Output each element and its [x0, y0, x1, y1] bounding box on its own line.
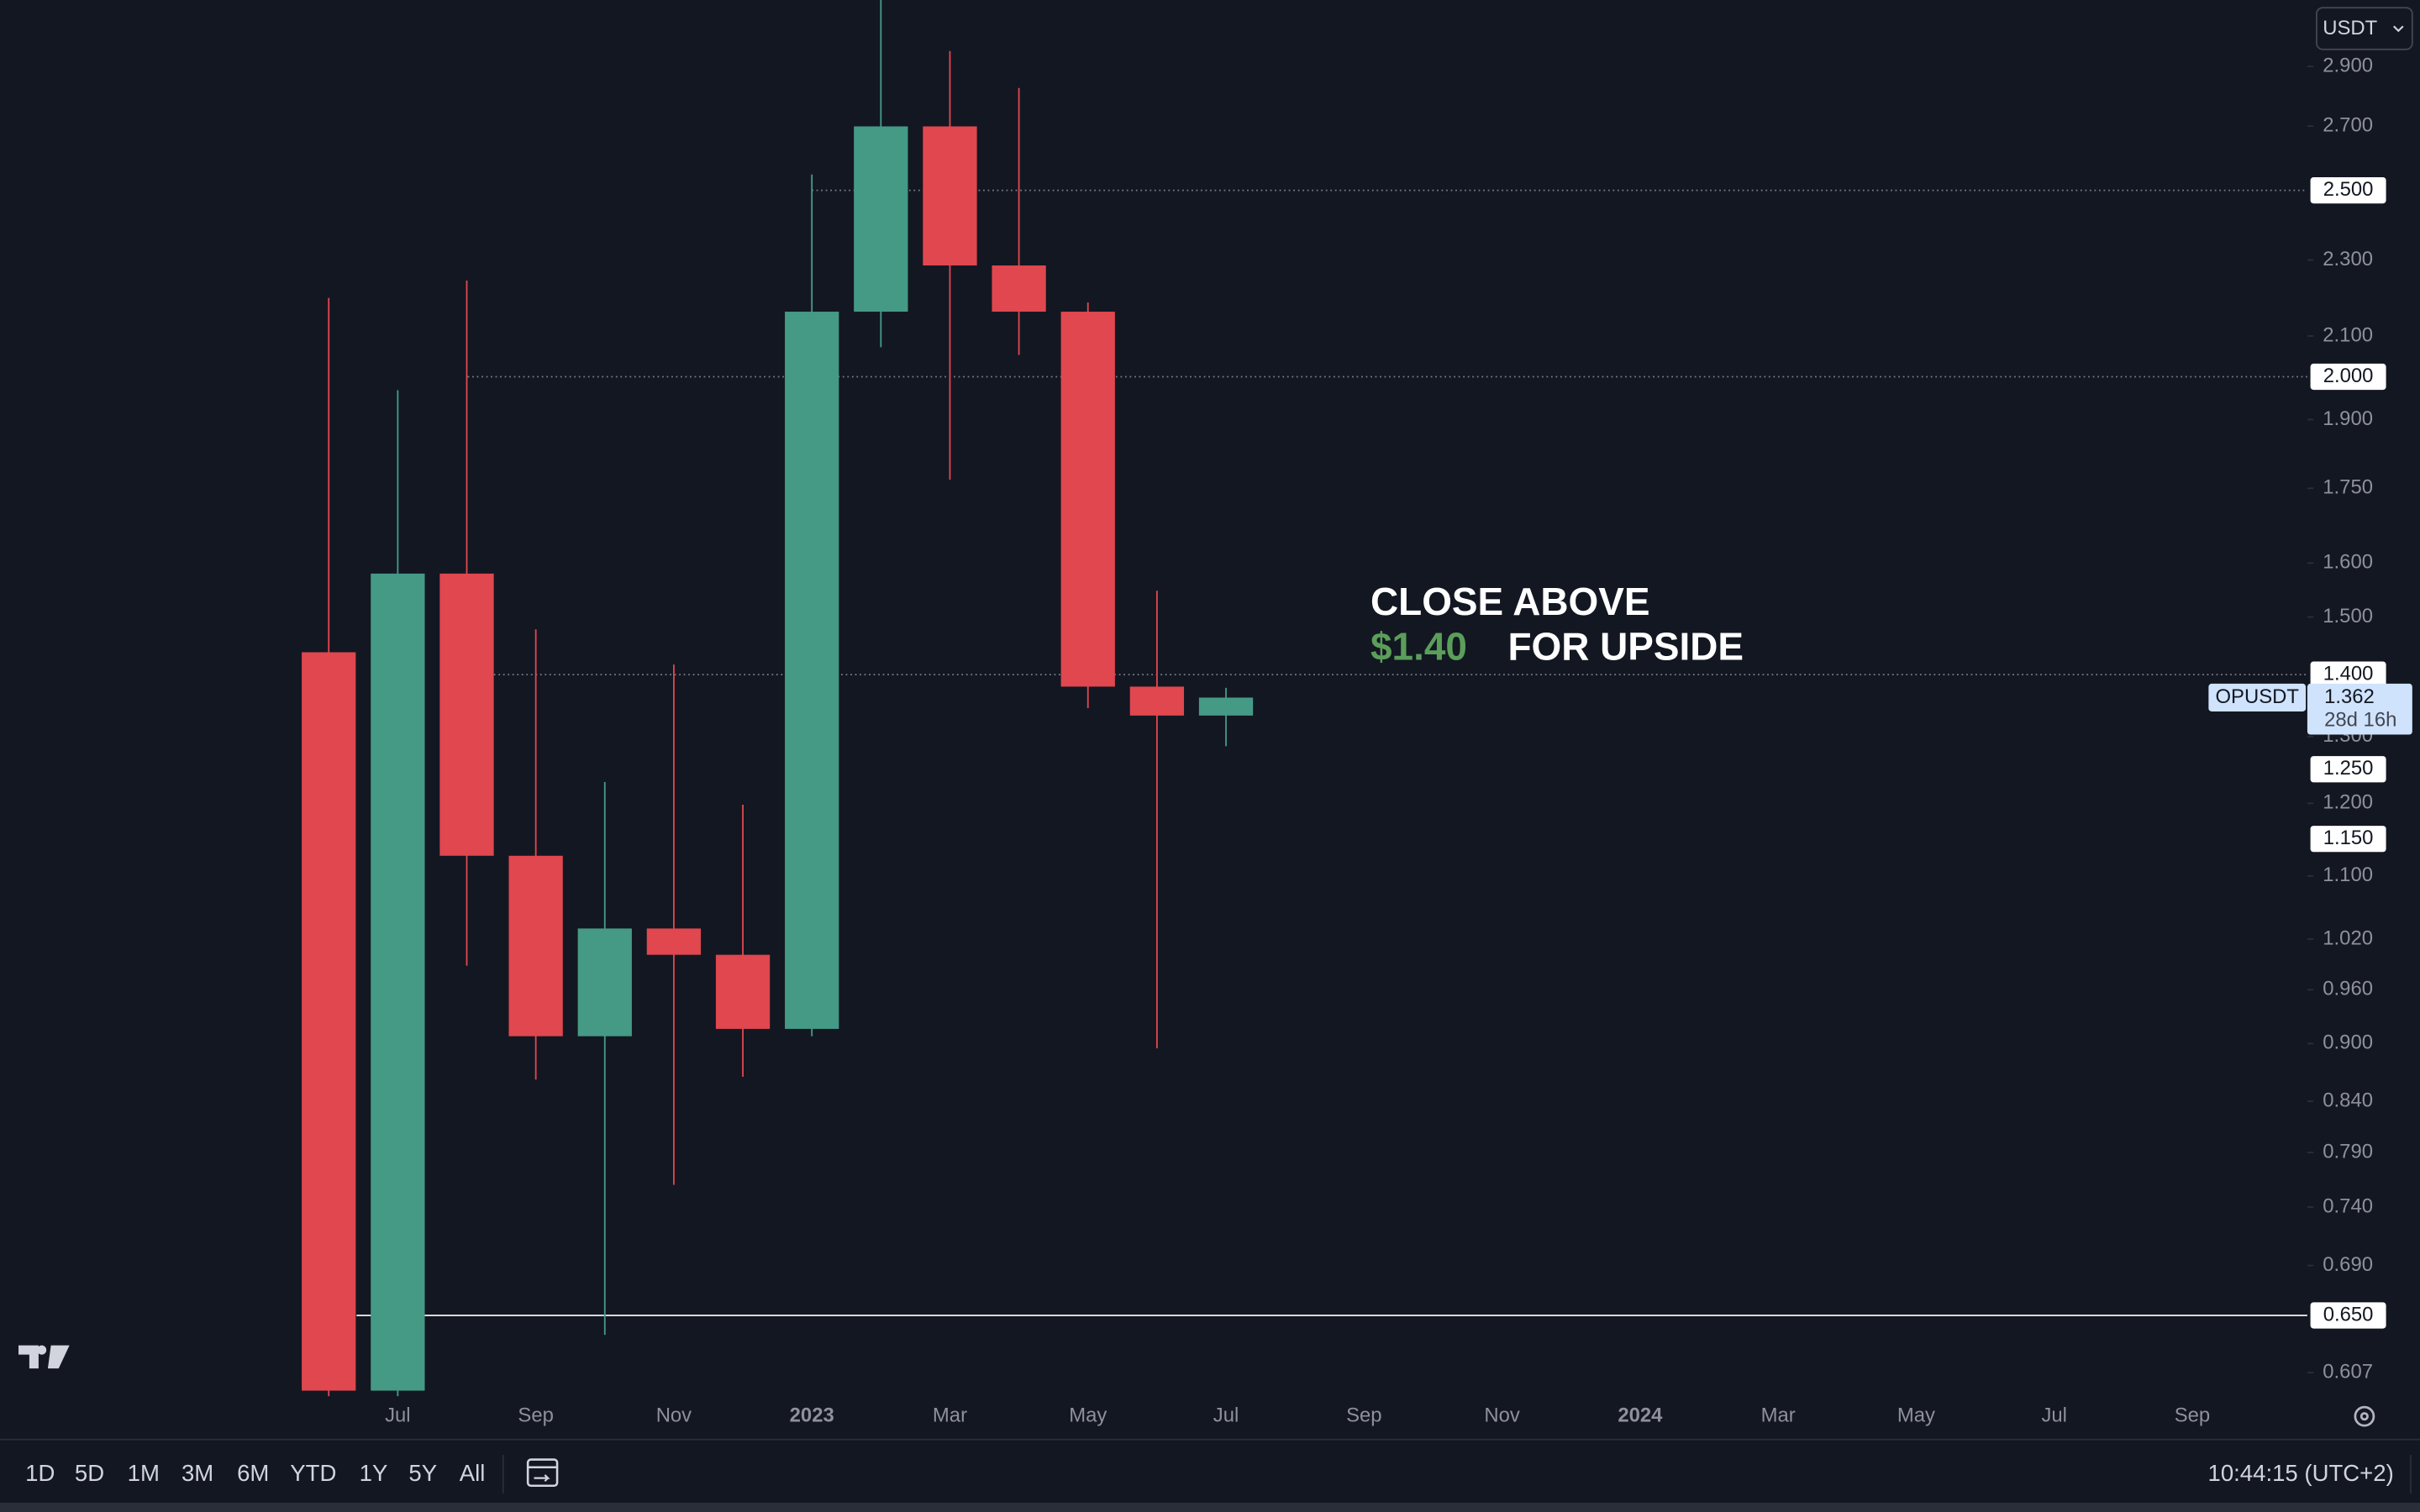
timeframe-button[interactable]: 1M	[128, 1460, 160, 1486]
timeframe-button[interactable]: 6M	[237, 1460, 269, 1486]
annotation-price: $1.40	[1370, 624, 1467, 668]
candle-body	[923, 126, 977, 266]
last-price-box	[2307, 683, 2412, 735]
x-tick-label: Mar	[1761, 1404, 1796, 1426]
last-price-label: 1.362	[2324, 685, 2375, 708]
timeframe-button[interactable]: 3M	[182, 1460, 213, 1486]
y-tick-label: 1.750	[2323, 476, 2373, 499]
candle-body	[508, 855, 563, 1037]
timeframe-button[interactable]: 1D	[25, 1460, 55, 1486]
timeframe-button[interactable]: 5D	[75, 1460, 104, 1486]
level-label: 1.400	[2323, 662, 2374, 685]
level-label: 1.250	[2323, 757, 2374, 780]
candle-body	[715, 954, 771, 1029]
y-tick-label: 1.500	[2323, 605, 2373, 627]
settings-icon[interactable]	[2354, 1405, 2375, 1427]
y-tick-label: 0.840	[2323, 1089, 2373, 1111]
timeframe-button[interactable]: 1Y	[360, 1460, 388, 1486]
candle-body	[371, 573, 425, 1391]
y-tick-label: 0.960	[2323, 978, 2373, 1000]
x-tick-label: Jul	[2041, 1404, 2067, 1426]
y-tick-label: 2.900	[2323, 54, 2373, 76]
candle-body	[646, 928, 702, 955]
candle-body	[1198, 697, 1254, 716]
timeframe-button[interactable]: YTD	[290, 1460, 336, 1486]
y-tick-label: 0.900	[2323, 1032, 2373, 1054]
currency-button[interactable]: USDT	[2316, 7, 2413, 50]
clock[interactable]: 10:44:15 (UTC+2)	[2208, 1460, 2394, 1486]
date-range-icon[interactable]	[502, 1455, 559, 1494]
level-label-box	[2310, 177, 2386, 204]
y-tick-label: 2.700	[2323, 113, 2373, 136]
level-label-box	[2310, 1302, 2386, 1329]
calendar-frame[interactable]	[526, 1458, 559, 1488]
candle-body	[439, 573, 494, 856]
y-tick-label: 1.200	[2323, 791, 2373, 814]
y-tick-label: 1.100	[2323, 864, 2373, 886]
y-tick-label: 0.690	[2323, 1253, 2373, 1276]
x-tick-label: 2023	[790, 1404, 834, 1426]
level-label: 0.650	[2323, 1303, 2374, 1326]
y-tick-label: 2.100	[2323, 323, 2373, 346]
x-tick-label: Nov	[656, 1404, 692, 1426]
timeframe-button[interactable]: 5Y	[408, 1460, 437, 1486]
y-tick-label: 1.600	[2323, 551, 2373, 574]
y-tick-label: 0.790	[2323, 1140, 2373, 1163]
annotation-line2: FOR UPSIDE	[1507, 624, 1744, 668]
level-label-box	[2310, 661, 2386, 688]
countdown-label: 28d 16h	[2324, 708, 2396, 731]
x-tick-label: Nov	[1484, 1404, 1519, 1426]
candle-body	[854, 126, 908, 312]
calendar-arrow[interactable]	[534, 1474, 550, 1483]
x-tick-label: Jul	[385, 1404, 411, 1426]
x-tick-label: Jul	[1213, 1404, 1239, 1426]
y-tick-label: 1.900	[2323, 407, 2373, 430]
chevron-icon[interactable]	[2392, 25, 2404, 33]
level-label: 2.500	[2323, 178, 2374, 201]
x-tick-label: May	[1897, 1404, 1935, 1426]
level-label: 2.000	[2323, 365, 2374, 387]
candle-body	[302, 652, 356, 1391]
x-tick-label: Sep	[518, 1404, 553, 1426]
candle-body	[785, 312, 839, 1029]
x-tick-label: 2024	[1618, 1404, 1663, 1426]
level-label: 1.150	[2323, 827, 2374, 849]
currency-label[interactable]: USDT	[2323, 17, 2377, 39]
x-tick-label: Mar	[933, 1404, 967, 1426]
symbol-box	[2208, 683, 2307, 711]
candle-body	[992, 265, 1046, 312]
y-tick-label: 0.607	[2323, 1360, 2373, 1383]
bottom-strip	[0, 1502, 2420, 1512]
x-tick-label: Sep	[2175, 1404, 2210, 1426]
x-tick-label: May	[1069, 1404, 1107, 1426]
logo[interactable]	[18, 1345, 70, 1369]
level-label-box	[2310, 363, 2386, 391]
y-tick-label: 1.020	[2323, 927, 2373, 949]
y-tick-label: 2.300	[2323, 248, 2373, 270]
candle-body	[577, 928, 632, 1037]
timeframe-button[interactable]: All	[460, 1460, 486, 1486]
gear-ring[interactable]	[2354, 1405, 2375, 1427]
plot-area	[302, 0, 2307, 1397]
y-tick-label: 0.740	[2323, 1194, 2373, 1217]
x-tick-label: Sep	[1346, 1404, 1381, 1426]
annotation-line1: CLOSE ABOVE	[1370, 580, 1649, 623]
level-label-box	[2310, 826, 2386, 853]
currency-button-frame[interactable]	[2316, 7, 2413, 50]
candle-body	[1129, 686, 1185, 716]
level-label-box	[2310, 756, 2386, 783]
symbol-label: OPUSDT	[2216, 685, 2300, 708]
gear-center[interactable]	[2360, 1412, 2369, 1421]
candle-body	[1060, 312, 1115, 687]
